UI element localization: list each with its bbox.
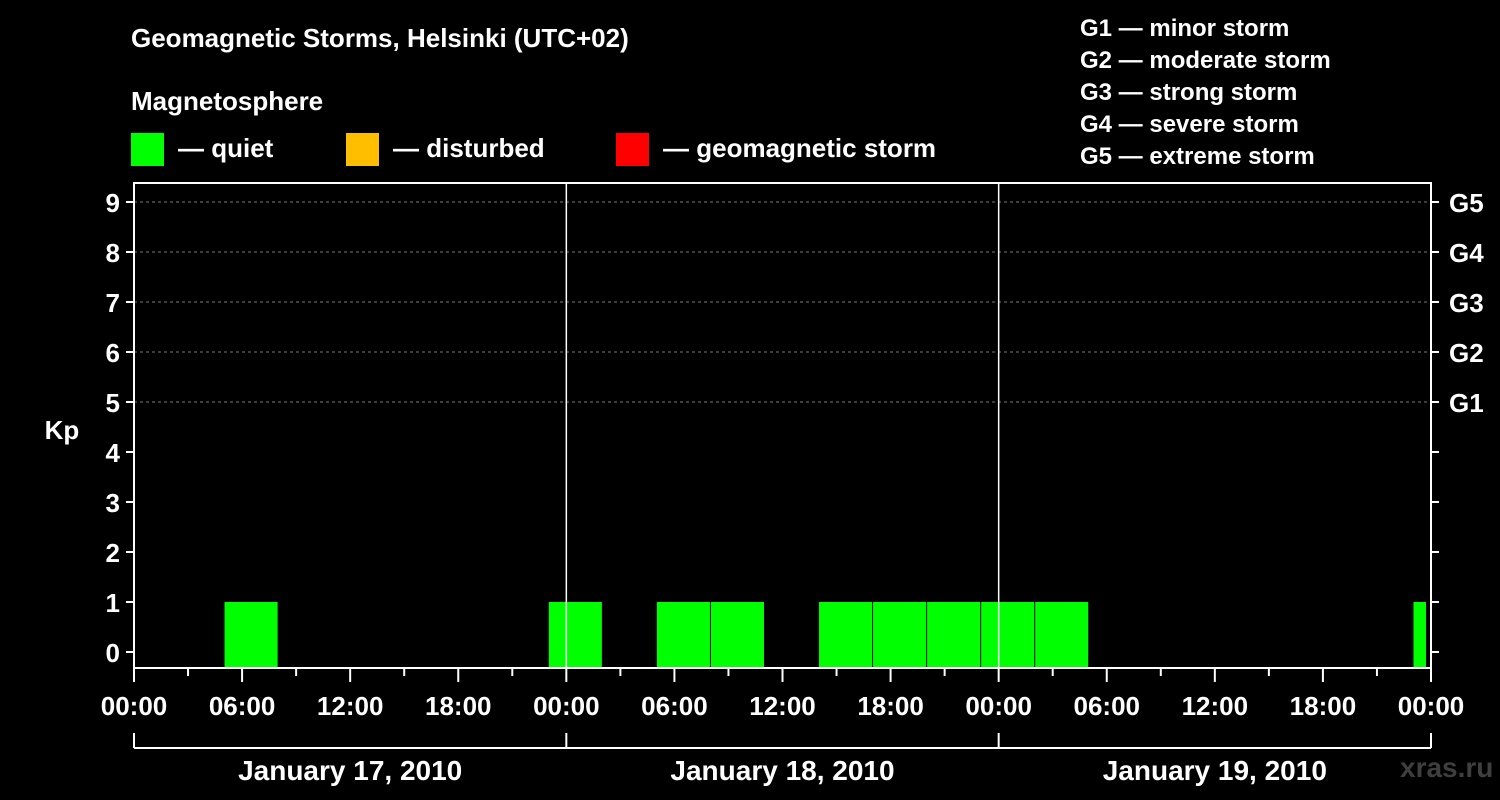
x-tick-label-9: 00:00 <box>965 691 1032 721</box>
x-tick-label-10: 06:00 <box>1074 691 1141 721</box>
kp-bar-10 <box>1413 602 1426 668</box>
x-tick-label-1: 00:00 <box>101 691 168 721</box>
kp-bar-9 <box>1035 602 1089 668</box>
y-tick-label-1: 1 <box>106 588 120 618</box>
x-tick-label-2: 06:00 <box>209 691 276 721</box>
y-tick-label-8: 8 <box>106 238 120 268</box>
kp-bar-3 <box>656 602 710 668</box>
kp-bar-8 <box>981 602 1035 668</box>
plot-frame <box>133 182 1432 669</box>
storm-scale-g2: G2 — moderate storm <box>1080 47 1331 74</box>
legend-label-storm: — geomagnetic storm <box>663 133 937 163</box>
x-tick-label-6: 06:00 <box>641 691 708 721</box>
right-axis-label-G4: G4 <box>1449 238 1484 268</box>
kp-bar-5 <box>819 602 873 668</box>
x-tick-label-5: 00:00 <box>533 691 600 721</box>
y-tick-label-7: 7 <box>106 288 120 318</box>
right-axis-label-G2: G2 <box>1449 338 1484 368</box>
chart-title: Geomagnetic Storms, Helsinki (UTC+02) <box>131 23 629 53</box>
right-axis-label-G5: G5 <box>1449 188 1484 218</box>
x-tick-label-4: 18:00 <box>425 691 492 721</box>
storm-scale-g1: G1 — minor storm <box>1080 15 1290 42</box>
x-tick-label-13: 00:00 <box>1398 691 1465 721</box>
legend-swatch-disturbed <box>346 133 379 166</box>
x-tick-label-11: 12:00 <box>1182 691 1249 721</box>
legend-label-disturbed: — disturbed <box>393 133 545 163</box>
kp-bar-2 <box>548 602 602 668</box>
watermark: xras.ru <box>1400 752 1494 783</box>
y-axis-title: Kp <box>45 415 80 445</box>
legend-label-quiet: — quiet <box>178 133 274 163</box>
y-tick-label-9: 9 <box>106 188 120 218</box>
kp-bar-7 <box>927 602 981 668</box>
legend-heading: Magnetosphere <box>131 86 324 116</box>
y-tick-label-3: 3 <box>106 488 120 518</box>
storm-scale-g4: G4 — severe storm <box>1080 111 1299 138</box>
day-label-1: January 17, 2010 <box>238 755 462 786</box>
x-tick-label-7: 12:00 <box>749 691 816 721</box>
y-tick-label-5: 5 <box>106 388 120 418</box>
legend-swatch-storm <box>616 133 649 166</box>
x-tick-label-8: 18:00 <box>857 691 924 721</box>
y-tick-label-4: 4 <box>106 438 121 468</box>
kp-bar-1 <box>224 602 278 668</box>
right-axis-label-G3: G3 <box>1449 288 1484 318</box>
storm-scale-g3: G3 — strong storm <box>1080 79 1298 106</box>
day-label-2: January 18, 2010 <box>670 755 894 786</box>
day-label-3: January 19, 2010 <box>1103 755 1327 786</box>
y-tick-label-2: 2 <box>106 538 120 568</box>
right-axis-label-G1: G1 <box>1449 388 1484 418</box>
x-tick-label-3: 12:00 <box>317 691 384 721</box>
storm-scale-g5: G5 — extreme storm <box>1080 143 1315 170</box>
legend-swatch-quiet <box>131 133 164 166</box>
y-tick-label-6: 6 <box>106 338 120 368</box>
kp-bar-4 <box>710 602 764 668</box>
y-tick-label-0: 0 <box>106 638 120 668</box>
kp-bar-6 <box>873 602 927 668</box>
x-tick-label-12: 18:00 <box>1290 691 1357 721</box>
